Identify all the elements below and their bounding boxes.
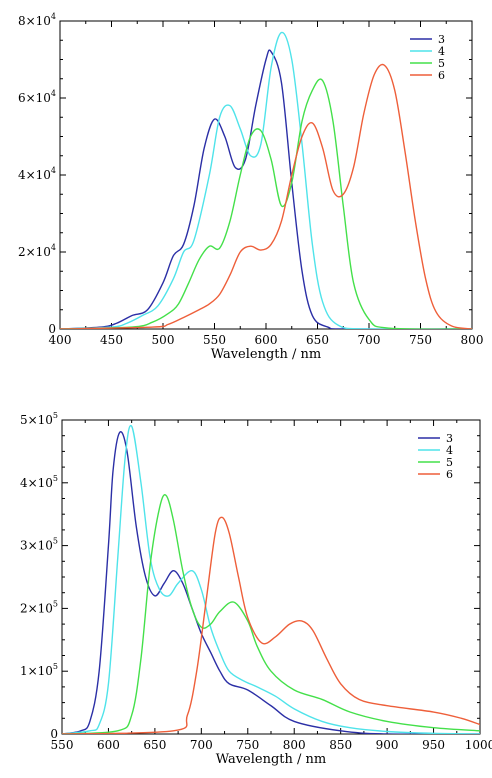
bottom-chart-series-line-3 xyxy=(62,431,480,734)
bottom-chart-y-tick-label: 3×105 xyxy=(20,537,58,553)
bottom-chart-x-tick-label: 850 xyxy=(329,738,352,752)
top-chart-y-tick-exponent: 4 xyxy=(51,89,56,98)
bottom-chart-series-line-5 xyxy=(62,494,480,734)
top-chart-plot-frame xyxy=(59,20,473,330)
top-chart-legend-label-4: 4 xyxy=(438,45,445,58)
top-chart-y-tick-label: 6×104 xyxy=(18,89,56,105)
bottom-chart-y-tick-label: 1×105 xyxy=(20,662,58,678)
top-chart-series-line-6 xyxy=(60,63,472,329)
top-chart-x-tick-label: 600 xyxy=(255,333,278,347)
bottom-chart-series-line-6 xyxy=(62,516,480,734)
bottom-chart-x-tick-label: 600 xyxy=(97,738,120,752)
bottom-chart-x-tick-label: 800 xyxy=(283,738,306,752)
bottom-chart-x-tick-label: 750 xyxy=(236,738,259,752)
top-chart-y-tick-label: 8×104 xyxy=(18,12,56,28)
top-chart-y-tick-exponent: 4 xyxy=(51,12,56,21)
bottom-chart-x-tick-label: 900 xyxy=(376,738,399,752)
bottom-chart-y-tick-label: 2×105 xyxy=(20,599,58,615)
bottom-chart-y-tick-mantissa: 1×10 xyxy=(20,664,53,678)
top-chart-y-tick-label: 4×104 xyxy=(18,166,56,182)
bottom-chart-legend-label-3: 3 xyxy=(446,432,453,445)
bottom-chart-legend-label-4: 4 xyxy=(446,444,453,457)
bottom-chart-y-tick-mantissa: 2×10 xyxy=(20,601,53,615)
top-chart-x-tick-label: 700 xyxy=(358,333,381,347)
bottom-chart-y-tick-mantissa: 3×10 xyxy=(20,539,53,553)
bottom-chart-x-tick-label: 550 xyxy=(51,738,74,752)
top-chart-legend-label-6: 6 xyxy=(438,69,445,82)
top-chart-y-tick-mantissa: 8×10 xyxy=(18,14,51,28)
bottom-chart-series-line-4 xyxy=(62,424,480,734)
bottom-chart-y-tick-exponent: 5 xyxy=(53,599,58,608)
top-chart-y-tick-exponent: 4 xyxy=(51,243,56,252)
top-chart-x-tick-label: 750 xyxy=(409,333,432,347)
top-chart-series-group xyxy=(60,31,472,329)
bottom-chart-series-group xyxy=(62,424,480,734)
top-chart-series-line-5 xyxy=(60,78,472,329)
bottom-chart-x-tick-label: 1000 xyxy=(465,738,492,752)
top-chart-x-tick-label: 450 xyxy=(100,333,123,347)
emission-chart: 550 600 650 700 750 800 850 900 950 100001×1052×1… xyxy=(20,411,492,767)
bottom-chart-y-tick-exponent: 5 xyxy=(53,662,58,671)
bottom-chart-y-tick-label: 0 xyxy=(50,727,58,741)
bottom-chart-x-tick-label: 650 xyxy=(143,738,166,752)
top-chart-y-tick-mantissa: 6×10 xyxy=(18,91,51,105)
top-chart-y-tick-exponent: 4 xyxy=(51,166,56,175)
bottom-chart-x-tick-label: 950 xyxy=(422,738,445,752)
bottom-chart-legend-label-6: 6 xyxy=(446,468,453,481)
top-chart-x-tick-label: 400 xyxy=(49,333,72,347)
top-chart-x-tick-label: 650 xyxy=(306,333,329,347)
top-chart-x-axis-label: Wavelength / nm xyxy=(211,347,322,362)
bottom-chart-y-tick-mantissa: 4×10 xyxy=(20,476,53,490)
bottom-chart-legend-label-5: 5 xyxy=(446,456,453,469)
bottom-chart-y-tick-label: 4×105 xyxy=(20,474,58,490)
bottom-chart-x-axis-label: Wavelength / nm xyxy=(216,752,327,767)
absorption-chart: 400 450 500 550 600 650 700 750 80002×1044×1046×… xyxy=(18,12,484,362)
top-chart-x-tick-label: 800 xyxy=(461,333,484,347)
bottom-chart-y-tick-label: 5×105 xyxy=(20,411,58,427)
bottom-chart-y-tick-mantissa: 5×10 xyxy=(20,413,53,427)
top-chart-series-line-3 xyxy=(60,49,472,329)
top-chart-y-tick-label: 0 xyxy=(48,322,56,336)
top-chart-x-tick-label: 550 xyxy=(203,333,226,347)
bottom-chart-y-tick-exponent: 5 xyxy=(53,537,58,546)
top-chart-y-tick-mantissa: 2×10 xyxy=(18,245,51,259)
bottom-chart-x-tick-label: 700 xyxy=(190,738,213,752)
bottom-chart-y-tick-exponent: 5 xyxy=(53,474,58,483)
top-chart-legend-label-3: 3 xyxy=(438,33,445,46)
top-chart-y-tick-label: 2×104 xyxy=(18,243,56,259)
top-chart-legend-label-5: 5 xyxy=(438,57,445,70)
bottom-chart-y-tick-exponent: 5 xyxy=(53,411,58,420)
top-chart-series-line-4 xyxy=(60,31,472,329)
top-chart-y-tick-mantissa: 4×10 xyxy=(18,168,51,182)
top-chart-x-tick-label: 500 xyxy=(152,333,175,347)
